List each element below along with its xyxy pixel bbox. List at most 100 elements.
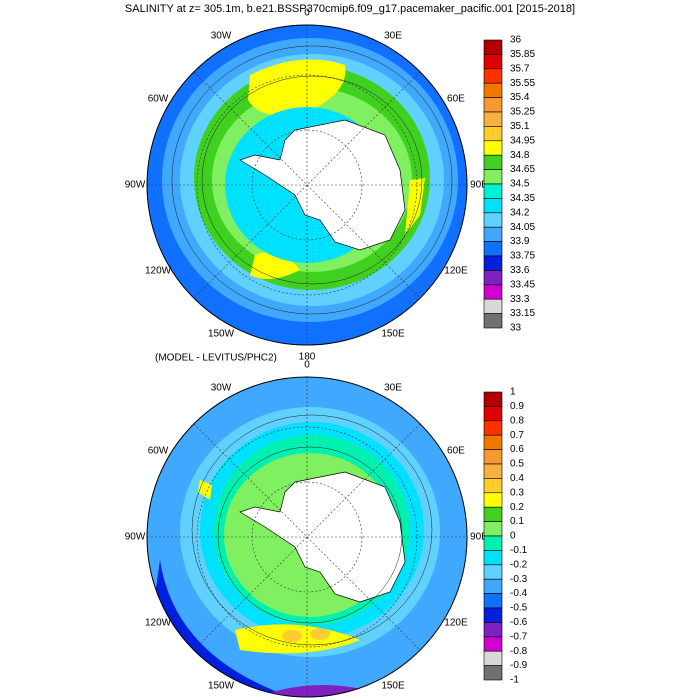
colorbar-box: [483, 420, 503, 436]
longitude-label: 0: [304, 8, 310, 19]
colorbar-box: [483, 68, 503, 84]
longitude-label: 30W: [211, 31, 232, 42]
longitude-label: 180: [299, 352, 316, 363]
colorbar-box: [483, 636, 503, 652]
colorbar-label: 0.8: [510, 415, 524, 426]
map-top: [147, 25, 467, 345]
colorbar-label: 33.9: [510, 236, 530, 247]
colorbar-label: 0.9: [510, 401, 524, 412]
colorbar-box: [483, 550, 503, 566]
colorbar-label: 0.5: [510, 459, 524, 470]
colorbar-box: [483, 111, 503, 127]
colorbar-box: [483, 593, 503, 609]
title: SALINITY at z= 305.1m, b.e21.BSSP370cmip…: [125, 3, 575, 15]
colorbar-box: [483, 241, 503, 257]
colorbar-box: [483, 154, 503, 170]
colorbar-label: -0.2: [510, 559, 528, 570]
colorbar-box: [483, 140, 503, 156]
longitude-label: 30W: [211, 383, 232, 394]
colorbar-label: 35.85: [510, 49, 535, 60]
colorbar-box: [483, 97, 503, 113]
map-border: [146, 24, 468, 346]
longitude-label: 0: [304, 360, 310, 371]
longitude-label: 60E: [447, 94, 465, 105]
longitude-label: 90E: [470, 532, 488, 543]
colorbar-label: -0.8: [510, 646, 528, 657]
colorbar-label: 0: [510, 531, 516, 542]
colorbar-label: 33.3: [510, 294, 530, 305]
colorbar-label: 0.6: [510, 444, 524, 455]
colorbar-label: 33: [510, 323, 522, 334]
colorbar-box: [483, 535, 503, 551]
colorbar-box: [483, 564, 503, 580]
colorbar-box: [483, 255, 503, 271]
colorbar-box: [483, 54, 503, 70]
longitude-label: 60W: [148, 446, 169, 457]
colorbar-box: [483, 284, 503, 300]
colorbar-label: 34.65: [510, 164, 535, 175]
colorbar-label: 33.6: [510, 265, 530, 276]
colorbar-box: [483, 183, 503, 199]
colorbar-label: 35.4: [510, 92, 530, 103]
colorbar-label: -0.4: [510, 588, 528, 599]
colorbar-label: 34.8: [510, 150, 530, 161]
colorbar-box: [483, 198, 503, 214]
colorbar-box: [483, 506, 503, 522]
map-border: [146, 376, 468, 698]
colorbar-box: [483, 607, 503, 623]
longitude-label: 150W: [208, 329, 235, 340]
colorbar-label: 0.1: [510, 516, 524, 527]
longitude-label: 60W: [148, 94, 169, 105]
colorbar-label: 34.35: [510, 193, 535, 204]
colorbar-box: [483, 449, 503, 465]
colorbar-label: 33.15: [510, 308, 535, 319]
colorbar-label: 0.2: [510, 502, 524, 513]
colorbar-box: [483, 391, 503, 407]
colorbar-label: 35.55: [510, 78, 535, 89]
longitude-label: 120E: [444, 618, 468, 629]
longitude-label: 90W: [125, 180, 146, 191]
colorbar-label: 35.25: [510, 107, 535, 118]
colorbar-box: [483, 82, 503, 98]
colorbar-box: [483, 169, 503, 185]
colorbar-box: [483, 578, 503, 594]
colorbar-label: 35.7: [510, 63, 530, 74]
longitude-label: 150E: [381, 329, 405, 340]
longitude-label: 120E: [444, 266, 468, 277]
longitude-label: 90W: [125, 532, 146, 543]
colorbar-label: 1: [510, 387, 516, 398]
colorbar-label: 34.2: [510, 207, 530, 218]
longitude-label: 90E: [470, 180, 488, 191]
colorbar-box: [483, 650, 503, 666]
longitude-label: 120W: [145, 266, 172, 277]
colorbar-box: [483, 463, 503, 479]
colorbar-label: -0.7: [510, 631, 528, 642]
colorbar-box: [483, 434, 503, 450]
longitude-label: 150W: [208, 681, 235, 692]
longitude-label: 30E: [384, 31, 402, 42]
colorbar-label: -0.6: [510, 617, 528, 628]
longitude-label: 120W: [145, 618, 172, 629]
colorbar-box: [483, 212, 503, 228]
colorbar-box: [483, 126, 503, 142]
colorbar-box: [483, 313, 503, 329]
colorbar-label: 0.3: [510, 487, 524, 498]
colorbar-box: [483, 521, 503, 537]
subtitle: (MODEL - LEVITUS/PHC2): [155, 353, 277, 364]
longitude-label: 60E: [447, 446, 465, 457]
colorbar-label: -0.5: [510, 603, 528, 614]
colorbar-box: [483, 39, 503, 55]
colorbar-label: 33.45: [510, 279, 535, 290]
colorbar-label: 34.5: [510, 179, 530, 190]
longitude-label: 150E: [381, 681, 405, 692]
colorbar-box: [483, 270, 503, 286]
colorbar-label: 0.4: [510, 473, 524, 484]
longitude-label: 30E: [384, 383, 402, 394]
colorbar-box: [483, 226, 503, 242]
colorbar-label: -1: [510, 675, 519, 686]
colorbar-label: 36: [510, 35, 522, 46]
colorbar-label: 34.05: [510, 222, 535, 233]
colorbar-label: -0.1: [510, 545, 528, 556]
colorbar-box: [483, 622, 503, 638]
